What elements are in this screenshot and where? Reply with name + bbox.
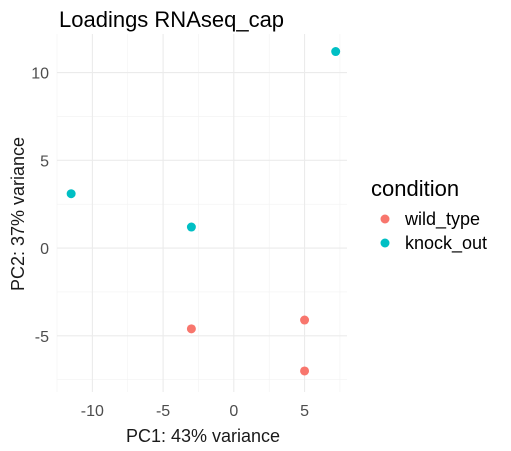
x-tick-label: -5 [156,403,170,420]
legend-title: condition [371,176,459,201]
y-tick-label: -5 [35,329,49,346]
legend-label-wild_type: wild_type [404,209,480,230]
x-tick-label: 0 [229,403,238,420]
y-axis-title: PC2: 37% variance [8,137,28,291]
legend-items: wild_type knock_out [381,209,488,254]
data-point-knock_out [67,189,76,198]
data-point-knock_out [331,47,340,56]
y-axis-ticks: -5 0 5 10 [31,66,49,346]
x-axis-ticks: -10 -5 0 5 [81,403,309,420]
minor-gridlines [57,34,347,392]
major-gridlines [57,34,347,392]
x-tick-label: -10 [81,403,104,420]
legend-label-knock_out: knock_out [405,233,487,254]
y-tick-label: 0 [40,241,49,258]
data-point-wild_type [300,366,309,375]
data-point-wild_type [300,316,309,325]
data-point-knock_out [187,223,196,232]
data-points [67,47,341,375]
legend-key-wild_type [381,215,390,224]
x-tick-label: 5 [300,403,309,420]
legend-key-knock_out [381,239,390,248]
legend: condition wild_type knock_out [371,176,487,254]
y-tick-label: 10 [31,66,49,83]
chart-title: Loadings RNAseq_cap [59,7,284,32]
data-point-wild_type [187,324,196,333]
y-tick-label: 5 [40,153,49,170]
x-axis-title: PC1: 43% variance [126,426,280,446]
